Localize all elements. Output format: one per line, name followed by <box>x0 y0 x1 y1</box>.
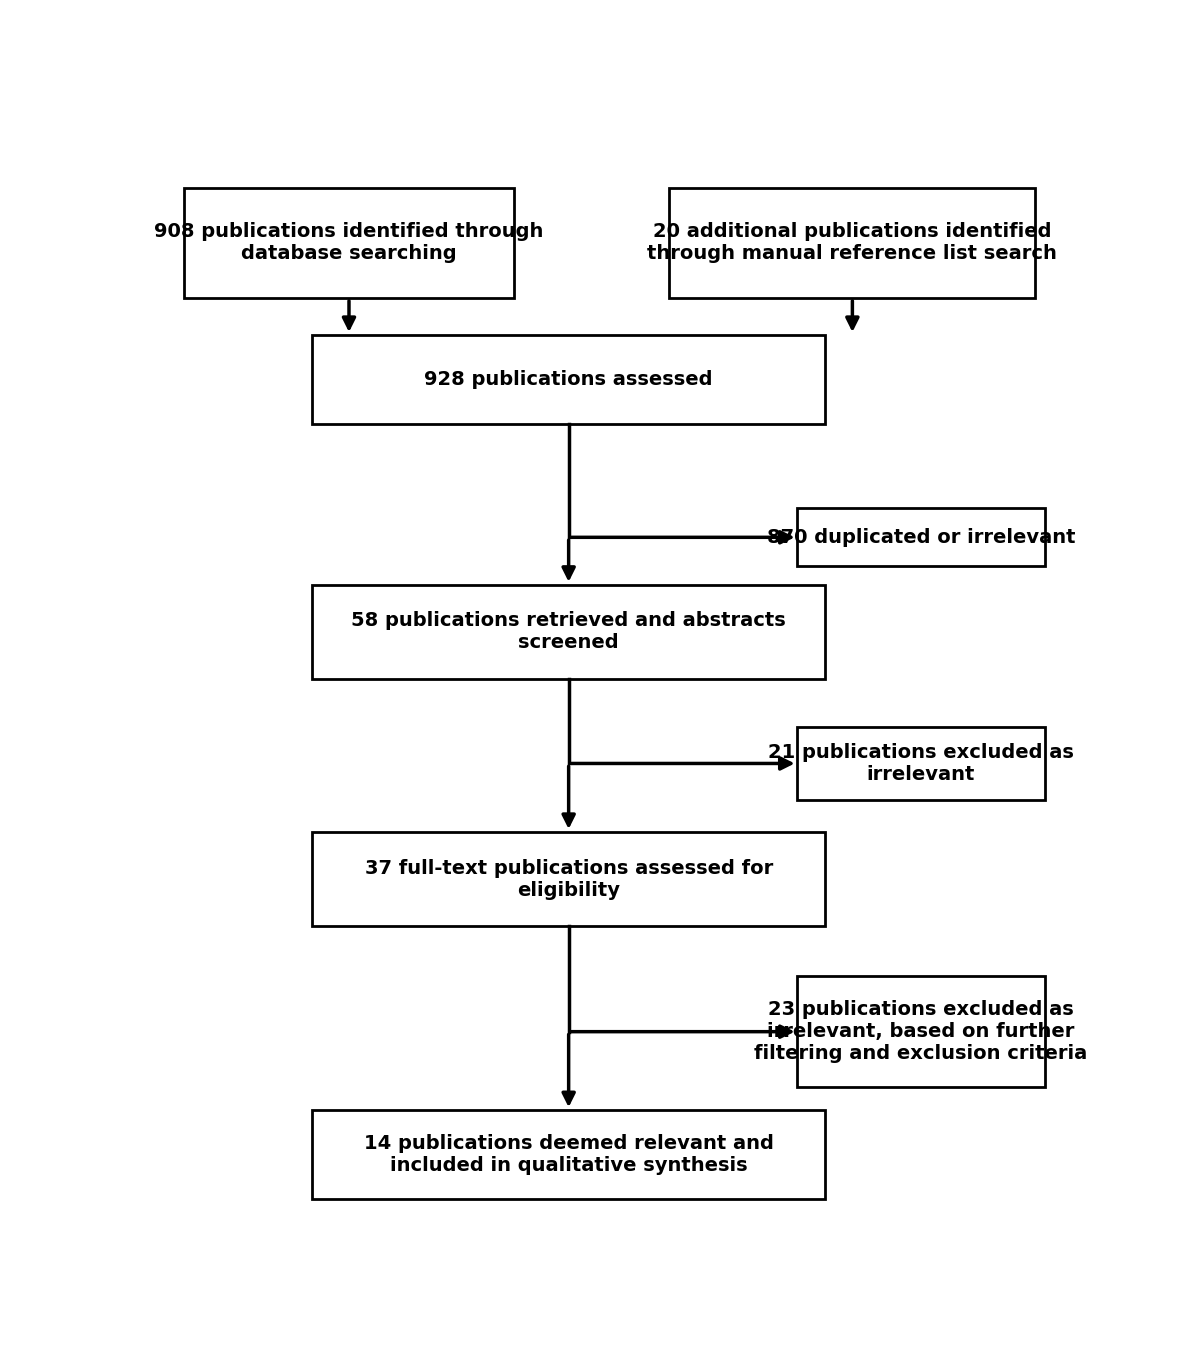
FancyBboxPatch shape <box>312 1111 824 1199</box>
Text: 20 additional publications identified
through manual reference list search: 20 additional publications identified th… <box>647 223 1057 264</box>
FancyBboxPatch shape <box>670 187 1036 298</box>
FancyBboxPatch shape <box>797 727 1045 800</box>
Text: 908 publications identified through
database searching: 908 publications identified through data… <box>155 223 543 264</box>
FancyBboxPatch shape <box>184 187 514 298</box>
Text: 21 publications excluded as
irrelevant: 21 publications excluded as irrelevant <box>768 743 1074 784</box>
Text: 58 publications retrieved and abstracts
screened: 58 publications retrieved and abstracts … <box>351 612 787 653</box>
Text: 870 duplicated or irrelevant: 870 duplicated or irrelevant <box>766 527 1075 546</box>
FancyBboxPatch shape <box>797 508 1045 567</box>
FancyBboxPatch shape <box>312 335 824 425</box>
Text: 928 publications assessed: 928 publications assessed <box>424 370 713 389</box>
FancyBboxPatch shape <box>312 832 824 926</box>
Text: 14 publications deemed relevant and
included in qualitative synthesis: 14 publications deemed relevant and incl… <box>364 1134 774 1175</box>
FancyBboxPatch shape <box>312 585 824 679</box>
FancyBboxPatch shape <box>797 977 1045 1087</box>
Text: 23 publications excluded as
irrelevant, based on further
filtering and exclusion: 23 publications excluded as irrelevant, … <box>755 1000 1088 1063</box>
Text: 37 full-text publications assessed for
eligibility: 37 full-text publications assessed for e… <box>365 859 772 900</box>
